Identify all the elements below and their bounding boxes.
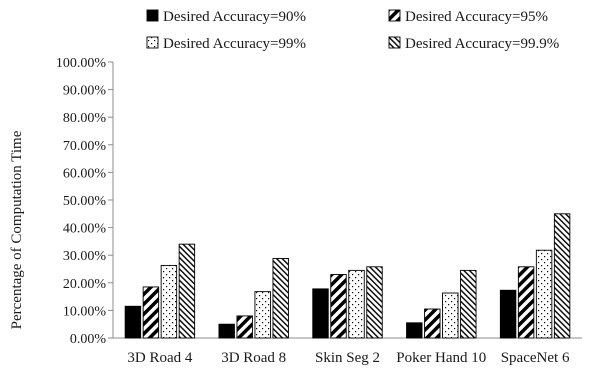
- legend-swatch: [146, 9, 159, 22]
- bar: [553, 213, 571, 339]
- legend-swatch: [388, 9, 401, 22]
- bar: [160, 264, 178, 339]
- y-axis-title: Percentage of Computation Time: [9, 130, 25, 329]
- bar: [254, 291, 271, 339]
- legend: Desired Accuracy=90% Desired Accuracy=95%…: [146, 9, 559, 52]
- x-tick-label: 3D Road 8: [221, 350, 286, 366]
- legend-label: Desired Accuracy=95%: [405, 9, 548, 25]
- bar: [424, 308, 441, 339]
- y-tick-label: 60.00%: [63, 166, 107, 181]
- bar: [218, 323, 235, 339]
- y-axis-title-group: Percentage of Computation Time: [9, 130, 25, 329]
- y-tick-label: 0.00%: [70, 332, 107, 347]
- bar: [499, 289, 517, 339]
- bar: [236, 315, 253, 339]
- y-tick-label: 70.00%: [63, 139, 107, 154]
- x-tick-label: Skin Seg 2: [315, 350, 380, 366]
- y-tick-label: 90.00%: [63, 84, 107, 99]
- y-tick-label: 80.00%: [63, 111, 107, 126]
- legend-label: Desired Accuracy=90%: [163, 9, 306, 25]
- bar: [460, 269, 477, 339]
- bar: [272, 258, 289, 339]
- bar: [366, 266, 383, 339]
- bar: [348, 269, 365, 339]
- y-tick-label: 30.00%: [63, 249, 107, 264]
- bar: [442, 292, 459, 339]
- legend-label: Desired Accuracy=99.9%: [405, 36, 559, 52]
- bar: [330, 274, 347, 339]
- plot-area: 0.00% 10.00% 20.00% 30.00% 40.00% 50.00% 60.00…: [56, 56, 582, 366]
- y-tick-label: 10.00%: [63, 304, 107, 319]
- x-tick-label: Poker Hand 10: [396, 350, 486, 366]
- bar: [124, 305, 142, 339]
- x-tick-label: 3D Road 4: [127, 350, 192, 366]
- bar: [178, 243, 196, 339]
- bar: [517, 266, 535, 339]
- bar: [535, 249, 553, 339]
- legend-swatch: [388, 36, 401, 49]
- y-tick-label: 40.00%: [63, 222, 107, 237]
- bar: [312, 288, 329, 339]
- legend-swatch: [146, 36, 159, 49]
- y-tick-label: 100.00%: [56, 56, 107, 71]
- bar: [406, 322, 423, 339]
- bar: [142, 286, 160, 339]
- legend-label: Desired Accuracy=99%: [163, 36, 306, 52]
- y-tick-label: 50.00%: [63, 194, 107, 209]
- x-tick-label: SpaceNet 6: [501, 350, 570, 366]
- y-tick-label: 20.00%: [63, 277, 107, 292]
